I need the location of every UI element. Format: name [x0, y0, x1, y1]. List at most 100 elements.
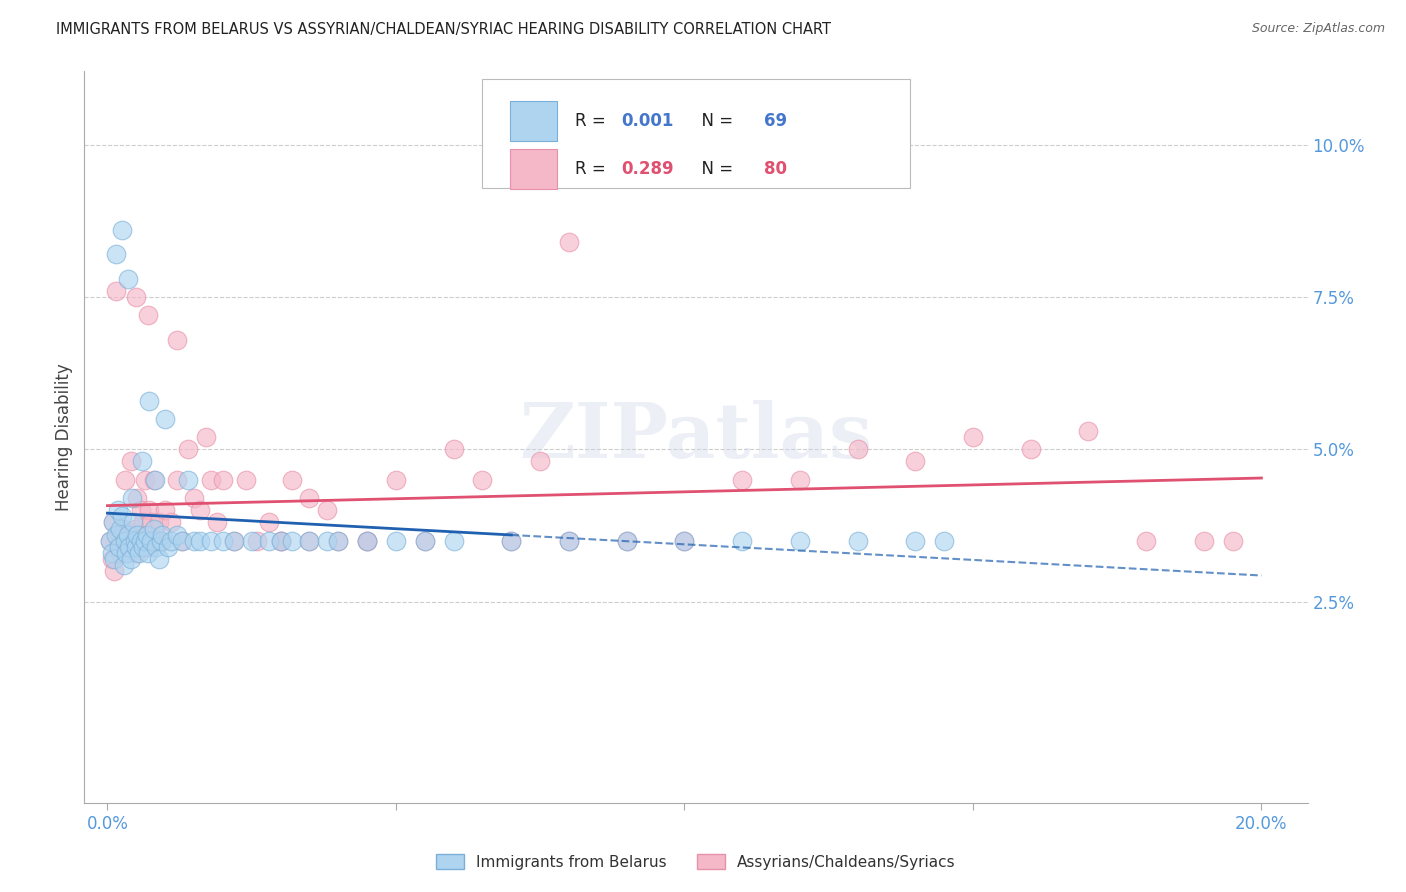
Point — [143, 473, 166, 487]
Point — [103, 564, 125, 578]
Point — [108, 521, 131, 535]
Point — [108, 546, 131, 560]
Point — [1192, 533, 1215, 548]
Point — [166, 473, 188, 487]
Point — [789, 473, 811, 487]
Point — [153, 412, 176, 426]
Point — [111, 223, 134, 237]
Point — [135, 540, 157, 554]
Point — [200, 533, 222, 548]
Point — [148, 516, 170, 530]
Point — [139, 533, 162, 548]
Point — [172, 533, 194, 548]
Point — [257, 516, 280, 530]
Point — [138, 503, 160, 517]
Point — [127, 491, 149, 505]
Point — [789, 533, 811, 548]
Point — [129, 503, 152, 517]
Point — [115, 546, 138, 560]
Point — [132, 540, 155, 554]
Point — [673, 533, 696, 548]
Text: N =: N = — [692, 112, 738, 130]
Point — [131, 454, 153, 468]
Point — [224, 533, 246, 548]
Point — [129, 533, 152, 548]
Point — [142, 473, 165, 487]
Point — [501, 533, 523, 548]
Point — [107, 503, 129, 517]
Text: N =: N = — [692, 161, 738, 178]
Point — [846, 533, 869, 548]
Point — [166, 333, 188, 347]
Point — [1222, 533, 1244, 548]
Point — [134, 473, 156, 487]
Point — [125, 290, 148, 304]
Point — [356, 533, 378, 548]
FancyBboxPatch shape — [482, 78, 910, 188]
Point — [136, 527, 159, 541]
Point — [107, 540, 129, 554]
Point — [98, 533, 121, 548]
Point — [240, 533, 263, 548]
Point — [529, 454, 551, 468]
Point — [177, 442, 200, 457]
Point — [673, 533, 696, 548]
Point — [101, 552, 124, 566]
Point — [136, 546, 159, 560]
Point — [298, 533, 321, 548]
Point — [132, 516, 155, 530]
Point — [98, 533, 121, 548]
Point — [105, 247, 128, 261]
Point — [270, 533, 292, 548]
FancyBboxPatch shape — [510, 101, 557, 141]
Point — [108, 527, 131, 541]
Point — [356, 533, 378, 548]
Text: IMMIGRANTS FROM BELARUS VS ASSYRIAN/CHALDEAN/SYRIAC HEARING DISABILITY CORRELATI: IMMIGRANTS FROM BELARUS VS ASSYRIAN/CHAL… — [56, 22, 831, 37]
Point — [188, 533, 211, 548]
Point — [257, 533, 280, 548]
Point — [105, 284, 128, 298]
Point — [211, 473, 233, 487]
Point — [1077, 424, 1099, 438]
Point — [328, 533, 350, 548]
Point — [124, 533, 146, 548]
Point — [205, 516, 228, 530]
Point — [1019, 442, 1042, 457]
Point — [246, 533, 269, 548]
Point — [142, 521, 165, 535]
Point — [118, 527, 141, 541]
Point — [128, 533, 150, 548]
Point — [846, 442, 869, 457]
Point — [112, 521, 135, 535]
Point — [127, 527, 149, 541]
Point — [413, 533, 436, 548]
Point — [148, 552, 170, 566]
Point — [157, 540, 180, 554]
Point — [172, 533, 194, 548]
Point — [150, 527, 173, 541]
Point — [111, 509, 134, 524]
Point — [443, 533, 465, 548]
Point — [117, 271, 139, 285]
Point — [122, 516, 145, 530]
Point — [501, 533, 523, 548]
Point — [111, 533, 134, 548]
Text: 0.289: 0.289 — [621, 161, 673, 178]
Point — [166, 527, 188, 541]
Point — [105, 527, 128, 541]
Point — [385, 473, 408, 487]
Point — [298, 491, 321, 505]
Point — [177, 473, 200, 487]
Point — [149, 533, 172, 548]
Point — [385, 533, 408, 548]
Point — [153, 503, 176, 517]
Point — [145, 540, 167, 554]
Point — [616, 533, 638, 548]
Point — [211, 533, 233, 548]
Point — [114, 473, 136, 487]
Text: 0.001: 0.001 — [621, 112, 673, 130]
Text: R =: R = — [575, 161, 610, 178]
Point — [183, 491, 205, 505]
Point — [101, 546, 124, 560]
Point — [118, 540, 141, 554]
